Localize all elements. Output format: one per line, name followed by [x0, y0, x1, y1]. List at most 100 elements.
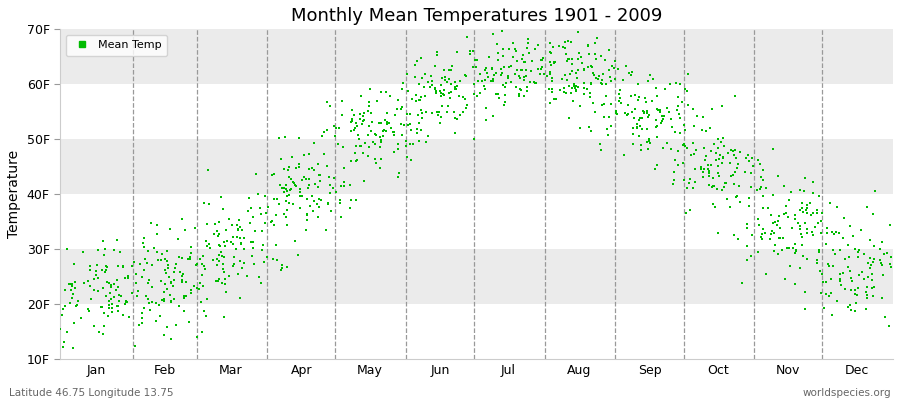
Point [534, 56, 548, 63]
Point [111, 302, 125, 309]
Point [785, 224, 799, 231]
Point [678, 141, 692, 148]
Point [650, 123, 664, 129]
Point [621, 102, 635, 108]
Point [301, 210, 315, 217]
Point [424, 73, 438, 80]
Point [68, 279, 82, 286]
Point [649, 85, 663, 91]
Point [110, 277, 124, 283]
Point [800, 204, 814, 211]
Point [230, 222, 245, 228]
Point [375, 128, 390, 134]
Point [166, 283, 180, 289]
Point [753, 234, 768, 240]
Point [639, 110, 653, 116]
Point [793, 186, 807, 193]
Point [197, 308, 211, 314]
Point [660, 140, 674, 146]
Point [66, 290, 80, 297]
Point [572, 103, 587, 110]
Point [184, 254, 198, 260]
Point [817, 304, 832, 311]
Point [756, 177, 770, 184]
Point [493, 72, 508, 78]
Point [399, 143, 413, 150]
Point [321, 201, 336, 207]
Point [730, 164, 744, 171]
Point [84, 296, 98, 302]
Point [543, 40, 557, 46]
Point [297, 173, 311, 180]
Point [106, 247, 121, 253]
Point [612, 97, 626, 104]
Point [292, 205, 307, 211]
Point [597, 101, 611, 107]
Point [688, 166, 702, 173]
Point [800, 226, 814, 232]
Point [577, 91, 591, 97]
Point [446, 109, 461, 116]
Point [796, 252, 810, 259]
Point [343, 204, 357, 211]
Point [782, 245, 796, 251]
Bar [60, 249, 893, 304]
Point [844, 287, 859, 293]
Point [676, 141, 690, 148]
Point [697, 145, 711, 152]
Point [857, 276, 871, 282]
Point [688, 147, 703, 153]
Point [374, 120, 388, 126]
Point [620, 112, 634, 118]
Point [832, 271, 847, 277]
Point [428, 85, 442, 92]
Point [862, 254, 877, 261]
Point [337, 179, 351, 185]
Point [302, 176, 316, 182]
Point [608, 110, 623, 116]
Point [788, 241, 803, 247]
Point [664, 146, 679, 152]
Point [453, 112, 467, 119]
Point [364, 118, 379, 125]
Point [172, 254, 186, 260]
Point [391, 97, 405, 103]
Point [212, 242, 227, 249]
Point [445, 89, 459, 95]
Point [552, 43, 566, 50]
Point [99, 293, 113, 299]
Point [557, 39, 572, 45]
Point [460, 34, 474, 41]
Point [724, 147, 738, 154]
Point [145, 262, 159, 268]
Point [311, 196, 326, 203]
Point [386, 131, 400, 138]
Point [332, 125, 347, 131]
Point [251, 190, 266, 197]
Point [347, 124, 362, 131]
Point [164, 298, 178, 304]
Point [767, 248, 781, 254]
Point [635, 126, 650, 132]
Point [479, 64, 493, 71]
Point [212, 258, 226, 264]
Point [602, 114, 616, 120]
Point [103, 280, 117, 286]
Point [494, 69, 508, 76]
Point [67, 320, 81, 326]
Point [419, 108, 434, 115]
Point [583, 80, 598, 87]
Point [581, 63, 596, 70]
Point [434, 82, 448, 88]
Point [308, 180, 322, 187]
Point [744, 183, 759, 190]
Point [176, 279, 190, 285]
Point [875, 238, 889, 245]
Point [76, 249, 90, 255]
Point [843, 302, 858, 308]
Point [818, 279, 832, 285]
Point [431, 109, 446, 116]
Point [825, 228, 840, 235]
Point [284, 186, 299, 193]
Point [795, 242, 809, 248]
